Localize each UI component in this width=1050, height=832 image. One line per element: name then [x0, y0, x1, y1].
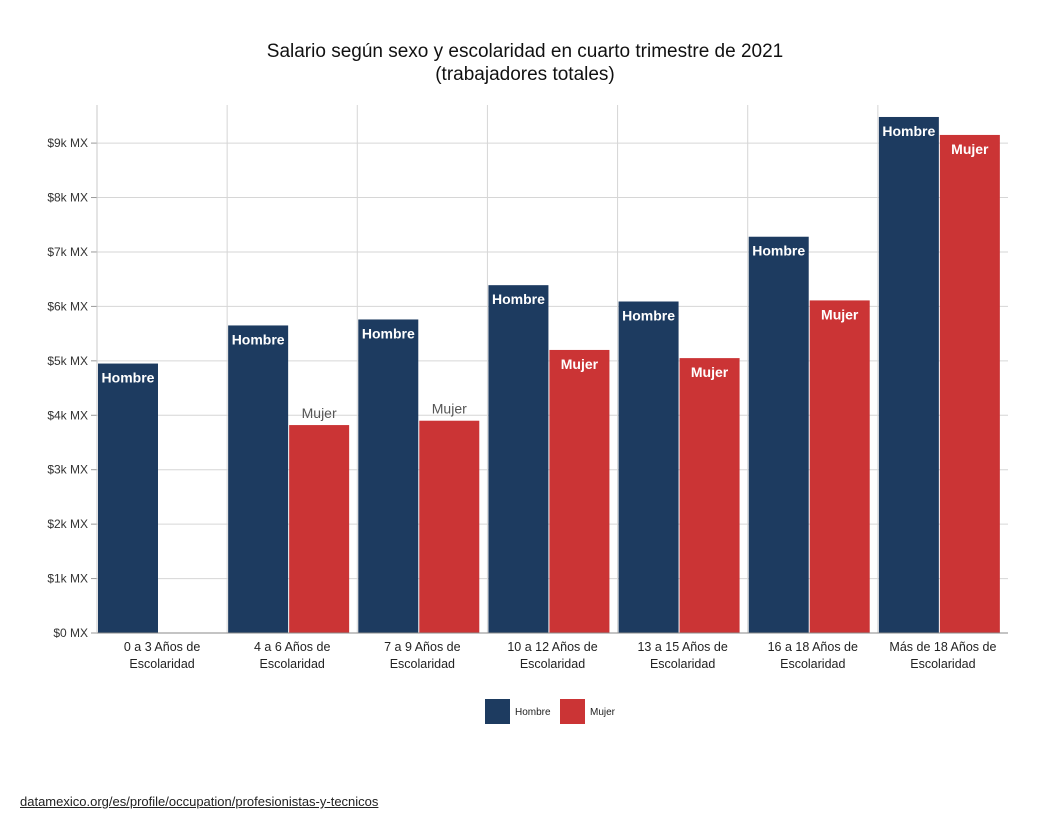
bar-chart: $0 MX $1k MX $2k MX $3k MX $4k MX $5k MX $6k M… — [47, 105, 1008, 724]
y-tick-label: $4k MX — [47, 408, 88, 422]
x-tick-label: Escolaridad — [910, 657, 975, 671]
y-tick-label: $3k MX — [47, 463, 88, 477]
chart-title-block: Salario según sexo y escolaridad en cuar… — [0, 40, 1050, 86]
x-tick-label: Escolaridad — [390, 657, 455, 671]
x-tick-label: Escolaridad — [520, 657, 585, 671]
bar-label: Mujer — [561, 356, 599, 372]
bar-mujer — [419, 420, 480, 633]
bar-label: Hombre — [232, 331, 285, 347]
bar-label: Mujer — [951, 141, 989, 157]
source-link[interactable]: datamexico.org/es/profile/occupation/pro… — [20, 794, 379, 809]
bar-hombre — [618, 301, 679, 633]
legend-label-hombre: Hombre — [515, 707, 551, 718]
bar-hombre — [228, 325, 289, 633]
y-tick-label: $5k MX — [47, 354, 88, 368]
y-tick-label: $8k MX — [47, 191, 88, 205]
bar-label: Hombre — [102, 370, 155, 386]
x-tick-label: 7 a 9 Años de — [384, 640, 461, 654]
x-tick-label: Escolaridad — [650, 657, 715, 671]
x-tick-label: Escolaridad — [780, 657, 845, 671]
x-tick-label: 10 a 12 Años de — [507, 640, 597, 654]
x-tick-label: 16 a 18 Años de — [768, 640, 858, 654]
chart-subtitle: (trabajadores totales) — [435, 64, 615, 85]
bar-label: Hombre — [492, 291, 545, 307]
y-tick-label: $9k MX — [47, 136, 88, 150]
bar-hombre — [98, 363, 158, 633]
y-tick-label: $2k MX — [47, 517, 88, 531]
y-tick-label: $1k MX — [47, 572, 88, 586]
x-tick-label: 13 a 15 Años de — [637, 640, 727, 654]
chart-title: Salario según sexo y escolaridad en cuar… — [266, 41, 784, 62]
y-tick-label: $7k MX — [47, 245, 88, 259]
bar-mujer — [679, 358, 740, 633]
bar-hombre — [878, 116, 939, 633]
bar-label: Mujer — [691, 364, 729, 380]
bar-mujer — [289, 425, 350, 633]
legend-swatch-hombre — [485, 699, 510, 724]
bar-hombre — [748, 236, 809, 633]
bar-hombre — [358, 319, 419, 633]
bar-label: Hombre — [362, 325, 415, 341]
x-tick-label: 0 a 3 Años de — [124, 640, 201, 654]
y-tick-label: $6k MX — [47, 299, 88, 313]
x-tick-label: Escolaridad — [129, 657, 194, 671]
bar-label: Hombre — [752, 243, 805, 259]
bar-label: Hombre — [622, 308, 675, 324]
y-tick-label: $0 MX — [53, 626, 88, 640]
bar-mujer — [549, 349, 610, 633]
x-tick-label: Más de 18 Años de — [889, 640, 996, 654]
legend-label-mujer: Mujer — [590, 707, 616, 718]
bar-label: Hombre — [882, 123, 935, 139]
bar-label: Mujer — [302, 405, 337, 421]
bar-label: Mujer — [432, 401, 467, 417]
legend-swatch-mujer — [560, 699, 585, 724]
bar-label: Mujer — [821, 306, 859, 322]
bar-mujer — [939, 134, 1000, 633]
bar-mujer — [809, 300, 870, 633]
x-tick-label: Escolaridad — [260, 657, 325, 671]
x-tick-label: 4 a 6 Años de — [254, 640, 331, 654]
bar-hombre — [488, 285, 549, 633]
